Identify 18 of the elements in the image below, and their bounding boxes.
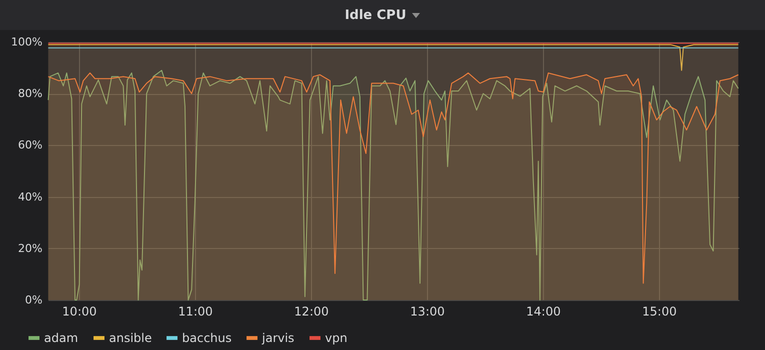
y-tick-label: 60% [18,138,42,152]
legend-label: bacchus [182,331,232,345]
y-tick-label: 40% [18,190,42,204]
y-tick-label: 80% [18,87,42,100]
x-tick-label: 13:00 [410,304,445,318]
legend-label: vpn [325,331,348,345]
y-tick-label: 0% [25,294,42,306]
legend-label: adam [44,331,78,345]
y-tick-label: 100% [11,36,42,48]
x-tick-label: 11:00 [178,304,213,318]
x-tick-label: 14:00 [526,304,561,318]
legend-label: ansible [109,331,152,345]
x-tick-label: 12:00 [294,304,329,318]
chart-title: Idle CPU [344,8,406,22]
x-tick-label: 15:00 [642,304,677,318]
x-tick-label: 10:00 [62,304,97,318]
y-tick-label: 20% [18,242,42,255]
legend-label: jarvis [261,331,294,345]
